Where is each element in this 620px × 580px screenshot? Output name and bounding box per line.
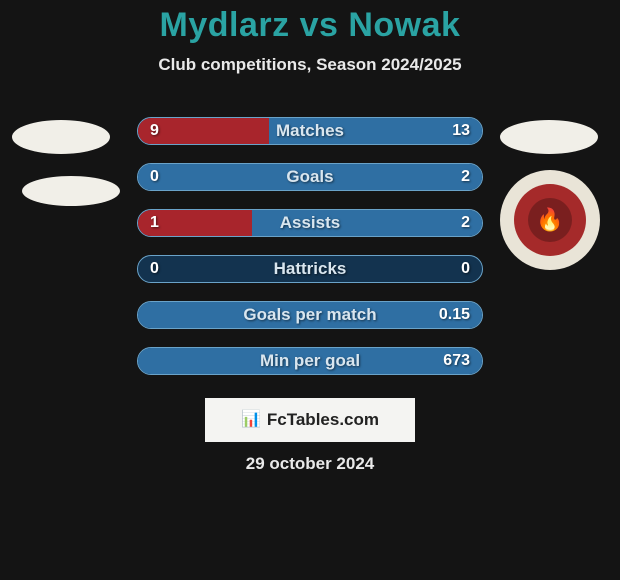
chart-icon: 📊 (241, 412, 261, 428)
stat-label: Min per goal (138, 348, 482, 374)
stat-label: Goals (138, 164, 482, 190)
watermark: 📊 FcTables.com (205, 398, 415, 442)
page-title: Mydlarz vs Nowak (0, 6, 620, 45)
stat-bar: Goals0 2 (137, 163, 483, 191)
stat-bar: Goals per match0.15 (137, 301, 483, 329)
stat-value-right: 0.15 (439, 302, 470, 328)
root: Mydlarz vs Nowak Club competitions, Seas… (0, 0, 620, 580)
stat-value-left: 1 (150, 210, 159, 236)
club-badge-inner: 🔥 (514, 184, 586, 256)
stat-value-right: 0 (461, 256, 470, 282)
stat-value-left: 0 (150, 164, 159, 190)
stat-value-right: 2 (461, 164, 470, 190)
player-left-placeholder-bottom (22, 176, 120, 206)
stat-label: Goals per match (138, 302, 482, 328)
stat-value-left: 9 (150, 118, 159, 144)
stat-bar: Assists1 2 (137, 209, 483, 237)
stat-value-right: 13 (452, 118, 470, 144)
stat-value-left: 0 (150, 256, 159, 282)
watermark-text: FcTables.com (267, 410, 379, 430)
stat-value-right: 673 (443, 348, 470, 374)
stat-label: Assists (138, 210, 482, 236)
stat-bar: Min per goal673 (137, 347, 483, 375)
stat-bar: Hattricks0 0 (137, 255, 483, 283)
player-right-placeholder-top (500, 120, 598, 154)
stat-label: Hattricks (138, 256, 482, 282)
stat-label: Matches (138, 118, 482, 144)
flame-icon: 🔥 (528, 198, 572, 242)
player-left-placeholder-top (12, 120, 110, 154)
stat-bar: Matches9 13 (137, 117, 483, 145)
club-badge: 🔥 (500, 170, 600, 270)
subtitle: Club competitions, Season 2024/2025 (0, 55, 620, 75)
footer-date: 29 october 2024 (0, 454, 620, 474)
stat-value-right: 2 (461, 210, 470, 236)
